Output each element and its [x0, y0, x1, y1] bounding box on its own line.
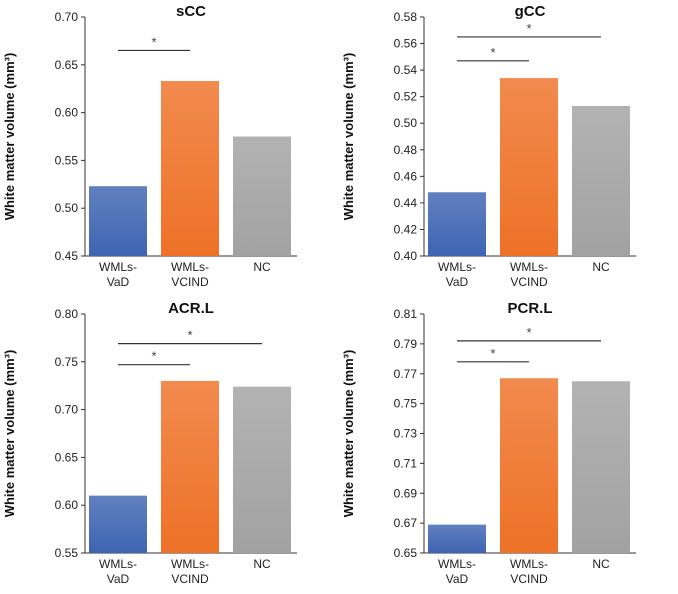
- y-tick-label: 0.45: [55, 249, 79, 263]
- x-tick-label: VCIND: [510, 275, 548, 289]
- y-tick-label: 0.77: [394, 367, 418, 381]
- x-tick-label: NC: [592, 557, 610, 571]
- y-axis-label: White matter volume (mm³): [341, 350, 356, 518]
- x-tick-label: NC: [253, 557, 271, 571]
- x-tick-label: WMLs-: [510, 260, 548, 274]
- chart-svg: gCC White matter volume (mm³) 0.40 0.42 0.44…: [341, 3, 636, 289]
- x-tick-label: NC: [592, 260, 610, 274]
- bar-nc: [572, 105, 630, 256]
- y-tick-label: 0.73: [394, 427, 418, 441]
- x-tick-label: WMLs-: [438, 557, 476, 571]
- y-tick-label: 0.70: [55, 403, 79, 417]
- significance-marker: *: [151, 349, 156, 364]
- y-tick-label: 0.65: [394, 546, 418, 560]
- x-tick-label: VCIND: [510, 572, 548, 586]
- y-tick-label: 0.56: [394, 37, 418, 51]
- significance-marker: *: [490, 45, 495, 60]
- chart-panel-gcc: gCC White matter volume (mm³) 0.40 0.42 0.44…: [339, 0, 678, 297]
- y-tick-label: 0.52: [394, 90, 418, 104]
- y-tick-label: 0.48: [394, 143, 418, 157]
- y-tick-label: 0.44: [394, 196, 418, 210]
- y-tick-label: 0.58: [394, 10, 418, 24]
- chart-panel-scc: sCC White matter volume (mm³) 0.45 0.50 0.55…: [0, 0, 339, 297]
- y-tick-label: 0.71: [394, 456, 418, 470]
- x-tick-label: VaD: [107, 572, 130, 586]
- y-tick-label: 0.70: [55, 10, 79, 24]
- y-tick-label: 0.65: [55, 58, 79, 72]
- y-tick-label: 0.54: [394, 63, 418, 77]
- bar-wmls-vad: [428, 524, 486, 553]
- y-tick-label: 0.60: [55, 498, 79, 512]
- y-tick-label: 0.50: [394, 116, 418, 130]
- bar-nc: [572, 381, 630, 553]
- y-tick-label: 0.40: [394, 249, 418, 263]
- y-tick-label: 0.75: [394, 397, 418, 411]
- significance-marker: *: [526, 325, 531, 340]
- chart-title: PCR.L: [508, 300, 553, 317]
- x-tick-label: NC: [253, 260, 271, 274]
- bar-wmls-vad: [89, 186, 147, 256]
- x-tick-label: VCIND: [171, 572, 209, 586]
- x-tick-label: WMLs-: [438, 260, 476, 274]
- bar-wmls-vad: [89, 495, 147, 553]
- x-tick-label: WMLs-: [99, 260, 137, 274]
- x-tick-label: VCIND: [171, 275, 209, 289]
- y-tick-label: 0.55: [55, 153, 79, 167]
- bar-wmls-vcind: [500, 78, 558, 256]
- x-tick-label: WMLs-: [171, 260, 209, 274]
- y-tick-label: 0.55: [55, 546, 79, 560]
- x-tick-label: VaD: [446, 275, 469, 289]
- y-tick-label: 0.80: [55, 307, 79, 321]
- y-tick-label: 0.46: [394, 169, 418, 183]
- x-tick-label: WMLs-: [99, 557, 137, 571]
- y-axis-label: White matter volume (mm³): [341, 53, 356, 221]
- chart-panel-pcr-l: PCR.L White matter volume (mm³) 0.65 0.67 0.…: [339, 297, 678, 594]
- y-tick-label: 0.60: [55, 106, 79, 120]
- y-tick-label: 0.79: [394, 337, 418, 351]
- bar-nc: [233, 136, 291, 256]
- bar-nc: [233, 386, 291, 553]
- chart-svg: PCR.L White matter volume (mm³) 0.65 0.67 0.…: [341, 300, 636, 586]
- y-axis-label: White matter volume (mm³): [2, 350, 17, 518]
- chart-title: sCC: [176, 3, 206, 20]
- y-tick-label: 0.69: [394, 486, 418, 500]
- chart-svg: sCC White matter volume (mm³) 0.45 0.50 0.55…: [2, 3, 297, 289]
- significance-marker: *: [151, 34, 156, 49]
- x-tick-label: WMLs-: [510, 557, 548, 571]
- y-tick-label: 0.67: [394, 516, 418, 530]
- x-tick-label: VaD: [107, 275, 130, 289]
- y-tick-label: 0.42: [394, 222, 418, 236]
- y-axis-label: White matter volume (mm³): [2, 53, 17, 221]
- significance-marker: *: [526, 21, 531, 36]
- chart-title: gCC: [515, 3, 546, 20]
- bar-wmls-vad: [428, 192, 486, 256]
- significance-marker: *: [187, 328, 192, 343]
- y-tick-label: 0.65: [55, 450, 79, 464]
- y-tick-label: 0.81: [394, 307, 418, 321]
- y-tick-label: 0.75: [55, 355, 79, 369]
- y-tick-label: 0.50: [55, 201, 79, 215]
- bar-wmls-vcind: [500, 378, 558, 553]
- bar-wmls-vcind: [161, 81, 219, 256]
- significance-marker: *: [490, 346, 495, 361]
- x-tick-label: VaD: [446, 572, 469, 586]
- chart-svg: ACR.L White matter volume (mm³) 0.55 0.60 0.…: [2, 300, 297, 586]
- chart-panel-acr-l: ACR.L White matter volume (mm³) 0.55 0.60 0.…: [0, 297, 339, 594]
- bar-wmls-vcind: [161, 380, 219, 553]
- chart-title: ACR.L: [168, 300, 214, 317]
- x-tick-label: WMLs-: [171, 557, 209, 571]
